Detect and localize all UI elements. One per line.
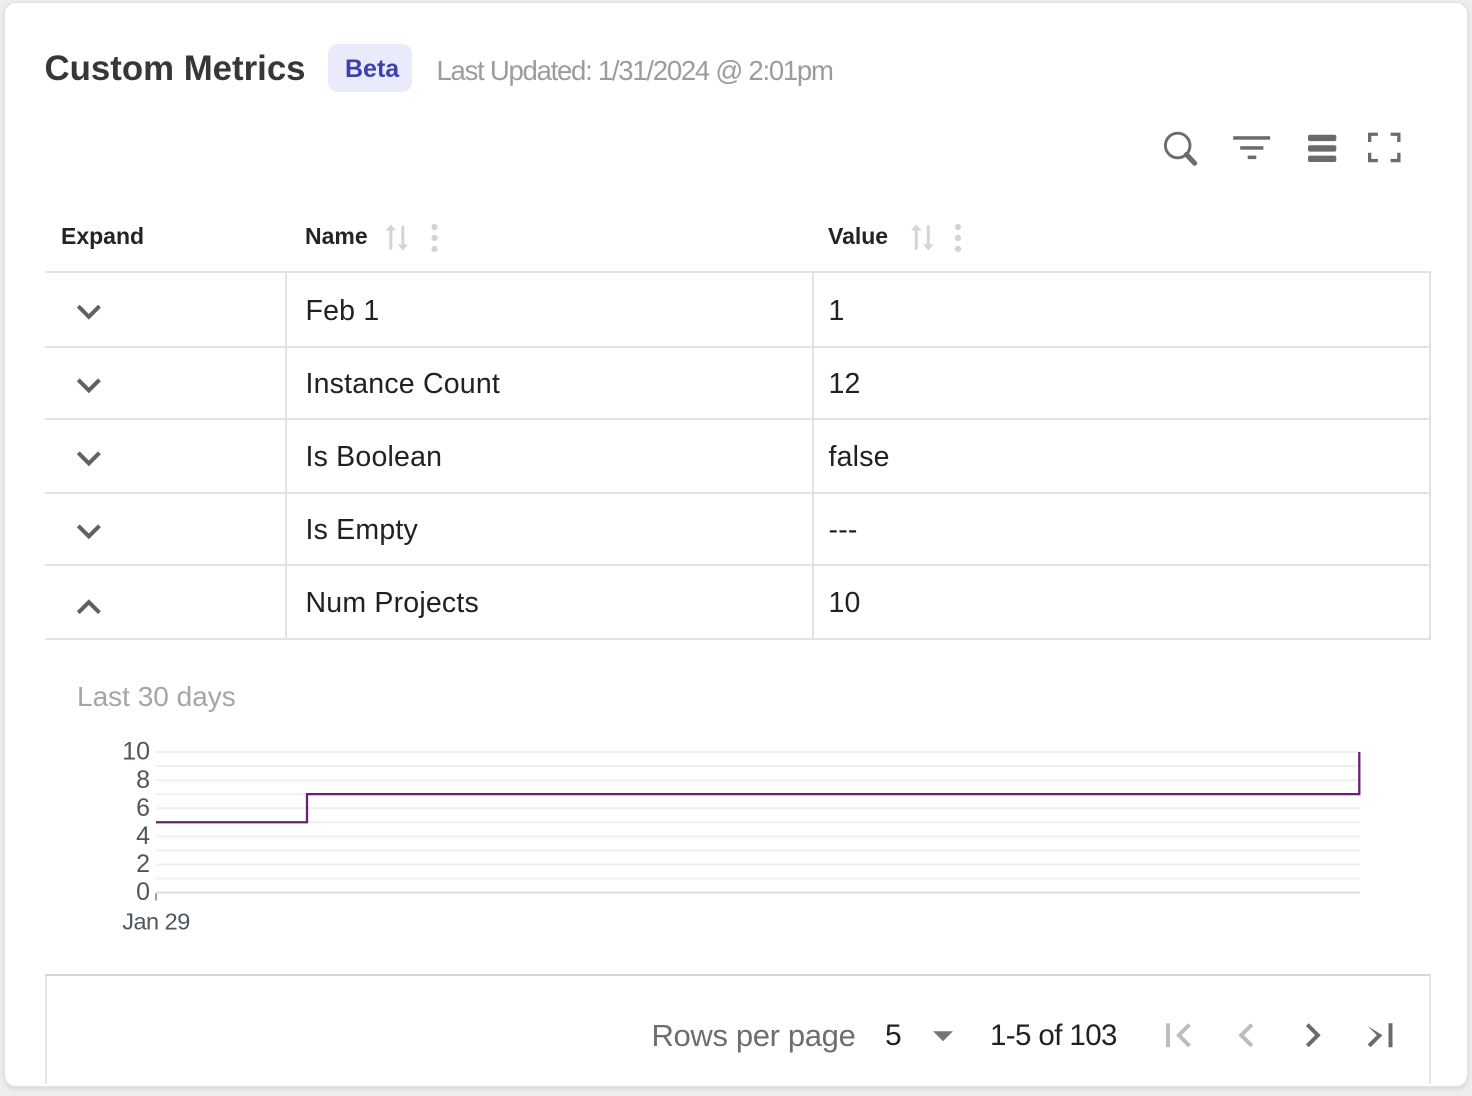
svg-text:Jan 29: Jan 29	[122, 909, 190, 935]
svg-text:0: 0	[136, 878, 150, 906]
svg-text:10: 10	[122, 738, 150, 766]
svg-text:4: 4	[136, 822, 150, 850]
svg-text:2: 2	[136, 850, 150, 878]
svg-text:6: 6	[136, 794, 150, 822]
svg-text:8: 8	[136, 766, 150, 794]
